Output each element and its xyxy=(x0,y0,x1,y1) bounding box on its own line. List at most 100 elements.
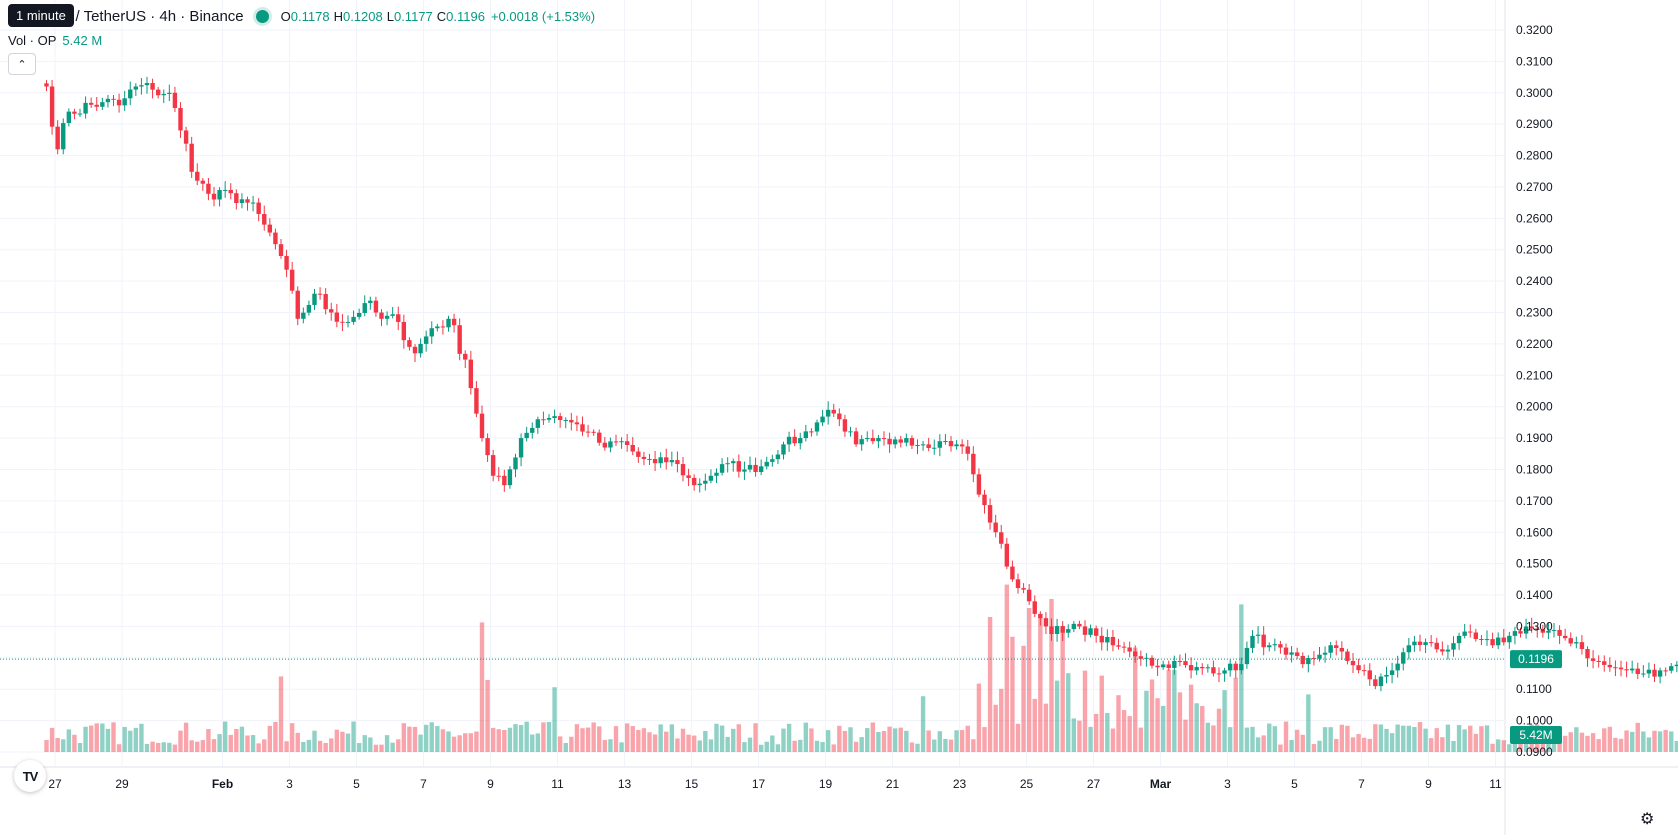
volume-bar xyxy=(1255,737,1261,752)
candle-body xyxy=(1211,667,1216,674)
candle-body xyxy=(976,474,982,495)
volume-bar xyxy=(937,731,943,752)
volume-bar xyxy=(1311,744,1317,752)
volume-bar xyxy=(619,742,624,752)
candle-body xyxy=(1200,666,1205,669)
price-tick-label: 0.0900 xyxy=(1516,745,1553,759)
candle-body xyxy=(742,469,747,472)
volume-bar xyxy=(1116,695,1121,752)
volume-bar xyxy=(396,739,401,752)
candle-body xyxy=(530,427,535,433)
volume-bar xyxy=(1412,726,1417,752)
volume-bar xyxy=(563,742,568,752)
volume-bar xyxy=(1155,698,1160,752)
candle-body xyxy=(289,269,295,291)
volume-bar xyxy=(284,741,289,752)
volume-bar xyxy=(814,740,820,752)
market-status-icon[interactable] xyxy=(255,9,269,23)
volume-bar xyxy=(362,735,367,752)
volume-bar xyxy=(557,736,563,752)
volume-bar xyxy=(1462,729,1467,752)
price-tick-label: 0.2800 xyxy=(1516,149,1553,163)
volume-bar xyxy=(993,704,998,752)
candle-body xyxy=(641,456,647,459)
candle-body xyxy=(1456,635,1462,644)
volume-bar xyxy=(306,739,312,752)
candle-body xyxy=(301,312,306,319)
volume-bar xyxy=(1339,724,1345,752)
volume-legend-label: Vol · OP xyxy=(8,33,57,48)
volume-bar xyxy=(1222,690,1227,752)
volume-bar xyxy=(1389,733,1395,752)
volume-bar xyxy=(94,723,99,752)
candle-body xyxy=(1328,645,1333,653)
candle-body xyxy=(1618,667,1624,670)
candle-body xyxy=(262,213,267,225)
candle-body xyxy=(423,336,429,344)
volume-bar xyxy=(680,728,686,752)
volume-bar xyxy=(959,730,965,752)
volume-bar xyxy=(1406,725,1412,752)
candle-body xyxy=(211,193,217,200)
volume-bar xyxy=(1194,703,1199,752)
candle-body xyxy=(183,130,189,144)
candle-body xyxy=(1227,663,1233,671)
volume-bar xyxy=(1445,724,1451,752)
volume-bar xyxy=(1378,724,1384,752)
volume-bar xyxy=(1082,670,1088,752)
candle-body xyxy=(1479,638,1484,640)
candle-body xyxy=(1490,639,1495,646)
candle-body xyxy=(904,438,909,443)
close-value: 0.1196 xyxy=(446,8,485,24)
volume-bar xyxy=(792,740,797,752)
candle-body xyxy=(1440,649,1445,652)
volume-bar xyxy=(758,744,764,752)
volume-bar xyxy=(401,723,407,752)
candle-body xyxy=(898,439,903,443)
candle-body xyxy=(1389,670,1395,675)
candle-body xyxy=(273,232,278,245)
candle-body xyxy=(61,123,66,150)
candle-body xyxy=(1596,660,1601,662)
volume-bar xyxy=(379,744,384,752)
candle-body xyxy=(446,318,451,328)
volume-bar xyxy=(987,617,993,752)
candle-body xyxy=(329,309,334,313)
candle-body xyxy=(691,477,697,486)
candle-body xyxy=(1239,664,1244,671)
volume-bar xyxy=(373,744,379,752)
tradingview-logo-icon[interactable]: TV xyxy=(14,760,46,792)
candle-body xyxy=(825,409,831,417)
volume-bar xyxy=(703,731,708,752)
volume-bar xyxy=(775,744,781,752)
volume-bar xyxy=(1244,727,1250,752)
volume-bar xyxy=(1278,744,1283,752)
candle-body xyxy=(362,303,367,313)
price-axis[interactable]: 0.3200 0.3100 0.3000 0.2900 0.2800 0.2700 0.26… xyxy=(1516,23,1553,759)
volume-bar xyxy=(1077,720,1082,752)
volume-bar xyxy=(1674,741,1678,752)
time-tick-label: 27 xyxy=(1087,777,1101,791)
last-price-value: 0.1196 xyxy=(1518,652,1554,666)
volume-bar xyxy=(971,739,976,752)
volume-bar xyxy=(490,727,496,752)
candle-body xyxy=(396,314,401,322)
volume-legend[interactable]: Vol · OP 5.42 M xyxy=(8,33,102,48)
candle-body xyxy=(1345,651,1350,661)
time-tick-label: 5 xyxy=(1291,777,1298,791)
volume-bar xyxy=(1138,727,1144,752)
volume-bar xyxy=(474,731,479,752)
price-tick-label: 0.2700 xyxy=(1516,180,1553,194)
candle-body xyxy=(1066,629,1071,633)
volume-bar xyxy=(1110,728,1116,752)
gear-icon[interactable]: ⚙ xyxy=(1640,811,1655,828)
candle-body xyxy=(541,419,546,421)
volume-bar xyxy=(317,740,323,752)
chevron-up-icon[interactable]: ⌃ xyxy=(8,53,36,75)
time-axis[interactable]: 27 29 Feb 3 5 7 9 11 13 15 17 19 21 23 25 27 Mar 3 5 7 9 11 xyxy=(48,777,1502,791)
volume-bar xyxy=(88,725,94,752)
candle-body xyxy=(658,457,663,464)
candle-body xyxy=(1155,665,1160,668)
volume-bar xyxy=(1121,710,1127,752)
